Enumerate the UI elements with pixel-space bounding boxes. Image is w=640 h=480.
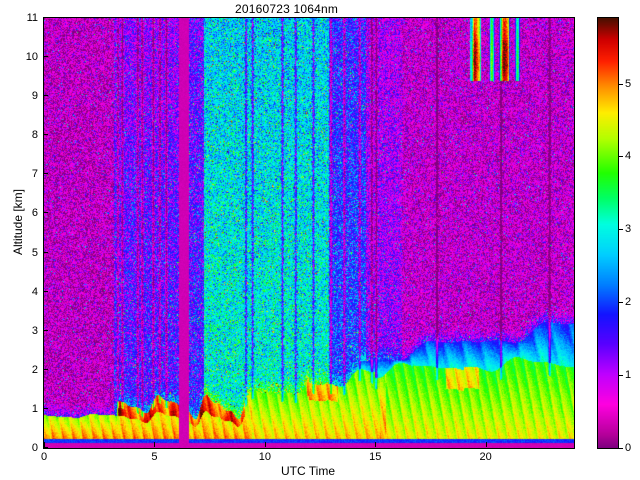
colorbar-tick-mark [619, 375, 623, 377]
colorbar-tick-label: 5 [625, 77, 632, 90]
y-tick-label: 6 [31, 207, 38, 220]
y-axis-label: Altitude [km] [11, 188, 25, 256]
colorbar-tick-label: 2 [625, 296, 632, 309]
y-tick-label: 3 [31, 324, 38, 337]
x-tick-mark [264, 442, 266, 447]
y-tick-mark [43, 17, 48, 18]
colorbar-tick-label: 0 [625, 442, 632, 454]
x-tick-label: 0 [40, 451, 48, 463]
y-tick-mark [43, 56, 48, 58]
y-tick-mark [43, 407, 48, 409]
y-tick-mark [43, 251, 48, 253]
x-tick-label: 20 [479, 451, 492, 463]
x-tick-label: 15 [369, 451, 382, 463]
y-tick-label: 5 [31, 246, 38, 259]
page-title: 20160723 1064nm [234, 2, 339, 16]
y-tick-label: 8 [31, 129, 38, 142]
y-tick-mark [43, 134, 48, 136]
colorbar-gradient [598, 18, 618, 448]
y-tick-label: 1 [31, 402, 38, 415]
y-tick-mark [43, 368, 48, 370]
y-tick-label: 7 [31, 168, 38, 181]
y-tick-mark [43, 447, 48, 448]
colorbar-tick-label: 3 [625, 223, 632, 236]
colorbar-tick-label: 4 [625, 150, 632, 163]
y-tick-mark [43, 173, 48, 175]
colorbar-tick-mark [619, 83, 623, 85]
y-tick-mark [43, 329, 48, 331]
colorbar-tick-mark [619, 156, 623, 158]
colorbar-tick-mark [619, 229, 623, 231]
y-tick-label: 4 [31, 285, 38, 298]
x-tick-label: 10 [258, 451, 271, 463]
y-tick-label: 11 [26, 12, 38, 24]
y-tick-label: 10 [25, 51, 38, 64]
colorbar [597, 17, 619, 449]
y-tick-label: 9 [31, 90, 38, 103]
colorbar-tick-mark [619, 448, 623, 449]
y-tick-mark [43, 290, 48, 292]
y-tick-label: 0 [31, 442, 38, 454]
y-tick-mark [43, 95, 48, 97]
x-axis-label: UTC Time [281, 464, 335, 478]
x-tick-label: 5 [151, 451, 158, 463]
colorbar-tick-label: 1 [625, 369, 632, 382]
y-tick-label: 2 [31, 363, 38, 376]
x-tick-mark [485, 442, 487, 447]
y-tick-mark [43, 212, 48, 214]
y-axis-ticks: 0 1 2 3 4 5 6 7 8 9 10 11 [0, 12, 38, 454]
plot-area [43, 17, 575, 449]
x-tick-mark [154, 442, 156, 447]
colorbar-ticks: 0 1 2 3 4 5 [619, 17, 639, 454]
x-axis-ticks: 0 5 10 15 20 [40, 449, 575, 467]
heatmap-canvas [44, 18, 574, 448]
x-tick-mark [375, 442, 377, 447]
x-tick-mark [44, 442, 45, 447]
colorbar-tick-mark [619, 302, 623, 304]
